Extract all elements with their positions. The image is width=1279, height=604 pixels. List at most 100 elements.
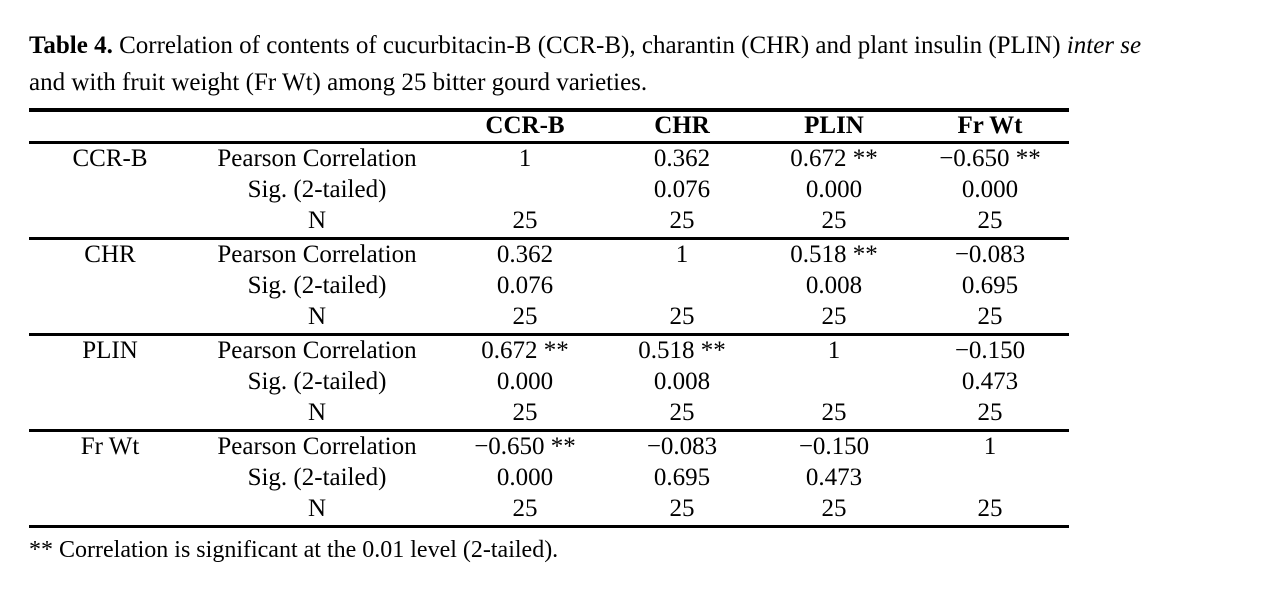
value-cell — [607, 270, 757, 302]
row-label-cell: CCR-B — [72, 144, 148, 172]
statistic-cell: Sig. (2-tailed) — [247, 176, 387, 203]
value-cell: 0.362 — [496, 240, 554, 268]
value-cell: 25 — [512, 399, 538, 427]
caption-line-1: Table 4. Correlation of contents of cucu… — [29, 27, 1249, 64]
value-cell: 1 — [827, 336, 841, 364]
value-cell: 0.695 — [653, 464, 711, 491]
statistic-cell: N — [307, 207, 327, 235]
table-row: Sig. (2-tailed) 0.000 0.695 0.473 — [29, 462, 1069, 494]
table-row: PLIN Pearson Correlation 0.672 ** 0.518 … — [29, 334, 1069, 366]
column-header-plin: PLIN — [804, 112, 864, 140]
header-spacer-stat — [191, 110, 443, 142]
caption-label: Table 4. — [29, 32, 113, 59]
value-cell: 1 — [983, 432, 997, 460]
column-header-fr-wt: Fr Wt — [957, 112, 1023, 140]
value-cell: −0.083 — [646, 432, 718, 460]
statistic-cell: Sig. (2-tailed) — [247, 464, 387, 491]
value-cell: 25 — [821, 207, 847, 235]
statistic-cell: Sig. (2-tailed) — [247, 368, 387, 395]
table-header: CCR-B CHR PLIN Fr Wt — [29, 110, 1069, 142]
table-row: N 25 25 25 25 — [29, 398, 1069, 430]
table-row: N 25 25 25 25 — [29, 206, 1069, 238]
value-cell: −0.150 — [798, 432, 870, 460]
value-cell: −0.150 — [954, 336, 1026, 364]
value-cell: 25 — [977, 495, 1003, 523]
group-fr-wt: Fr Wt Pearson Correlation −0.650 ** −0.0… — [29, 430, 1069, 526]
value-cell: 25 — [669, 399, 695, 427]
value-cell: 0.518 ** — [638, 336, 726, 364]
statistic-cell: Pearson Correlation — [217, 432, 417, 460]
group-chr: CHR Pearson Correlation 0.362 1 0.518 **… — [29, 238, 1069, 334]
value-cell: 25 — [669, 303, 695, 331]
row-label-cell — [29, 462, 191, 494]
statistic-cell: N — [307, 399, 327, 427]
header-row: CCR-B CHR PLIN Fr Wt — [29, 110, 1069, 142]
statistic-cell: Pearson Correlation — [217, 144, 417, 172]
table-row: N 25 25 25 25 — [29, 302, 1069, 334]
table-row: CHR Pearson Correlation 0.362 1 0.518 **… — [29, 238, 1069, 270]
value-cell: 25 — [512, 303, 538, 331]
value-cell: −0.650 ** — [474, 432, 576, 460]
table-footnote: ** Correlation is significant at the 0.0… — [29, 536, 559, 563]
value-cell: 0.473 — [961, 368, 1019, 395]
value-cell — [443, 174, 607, 206]
value-cell: 0.000 — [496, 368, 554, 395]
value-cell: −0.650 ** — [939, 144, 1041, 172]
row-label-cell: PLIN — [82, 336, 138, 364]
row-label-cell — [29, 366, 191, 398]
row-label-cell — [29, 494, 191, 526]
statistic-cell: Sig. (2-tailed) — [247, 272, 387, 299]
row-label-cell — [29, 302, 191, 334]
caption-line-2: and with fruit weight (Fr Wt) among 25 b… — [29, 69, 648, 96]
table-row: Fr Wt Pearson Correlation −0.650 ** −0.0… — [29, 430, 1069, 462]
value-cell: 0.473 — [805, 464, 863, 491]
value-cell: 0.695 — [961, 272, 1019, 299]
row-label-cell — [29, 270, 191, 302]
value-cell: 25 — [977, 399, 1003, 427]
value-cell: 1 — [518, 144, 532, 172]
statistic-cell: Pearson Correlation — [217, 336, 417, 364]
row-label-cell — [29, 398, 191, 430]
table-row: N 25 25 25 25 — [29, 494, 1069, 526]
value-cell: 0.518 ** — [790, 240, 878, 268]
value-cell: 0.362 — [653, 144, 711, 172]
value-cell — [911, 462, 1069, 494]
value-cell: 25 — [512, 207, 538, 235]
correlation-table: CCR-B CHR PLIN Fr Wt CCR-B Pearson Corre… — [29, 108, 1069, 528]
statistic-cell: Pearson Correlation — [217, 240, 417, 268]
column-header-ccr-b: CCR-B — [485, 112, 565, 140]
value-cell: −0.083 — [954, 240, 1026, 268]
value-cell: 0.000 — [496, 464, 554, 491]
header-spacer-rowlabel — [29, 110, 191, 142]
value-cell: 0.000 — [805, 176, 863, 203]
table-caption: Table 4. Correlation of contents of cucu… — [29, 27, 1249, 101]
table-row: CCR-B Pearson Correlation 1 0.362 0.672 … — [29, 142, 1069, 174]
row-label-cell: Fr Wt — [80, 432, 140, 460]
value-cell: 0.008 — [653, 368, 711, 395]
value-cell: 0.076 — [496, 272, 554, 299]
value-cell: 25 — [977, 207, 1003, 235]
value-cell: 25 — [821, 495, 847, 523]
statistic-cell: N — [307, 495, 327, 523]
value-cell: 0.000 — [961, 176, 1019, 203]
table-row: Sig. (2-tailed) 0.076 0.008 0.695 — [29, 270, 1069, 302]
group-plin: PLIN Pearson Correlation 0.672 ** 0.518 … — [29, 334, 1069, 430]
table-row: Sig. (2-tailed) 0.000 0.008 0.473 — [29, 366, 1069, 398]
value-cell: 0.672 ** — [790, 144, 878, 172]
value-cell: 1 — [675, 240, 689, 268]
value-cell: 0.076 — [653, 176, 711, 203]
row-label-cell: CHR — [84, 240, 136, 268]
caption-text-1: Correlation of contents of cucurbitacin-… — [112, 32, 1067, 59]
value-cell: 25 — [669, 495, 695, 523]
value-cell: 25 — [977, 303, 1003, 331]
table-row: Sig. (2-tailed) 0.076 0.000 0.000 — [29, 174, 1069, 206]
value-cell: 25 — [821, 399, 847, 427]
value-cell: 0.672 ** — [481, 336, 569, 364]
statistic-cell: N — [307, 303, 327, 331]
row-label-cell — [29, 206, 191, 238]
value-cell — [757, 366, 911, 398]
row-label-cell — [29, 174, 191, 206]
group-ccr-b: CCR-B Pearson Correlation 1 0.362 0.672 … — [29, 142, 1069, 238]
value-cell: 25 — [821, 303, 847, 331]
